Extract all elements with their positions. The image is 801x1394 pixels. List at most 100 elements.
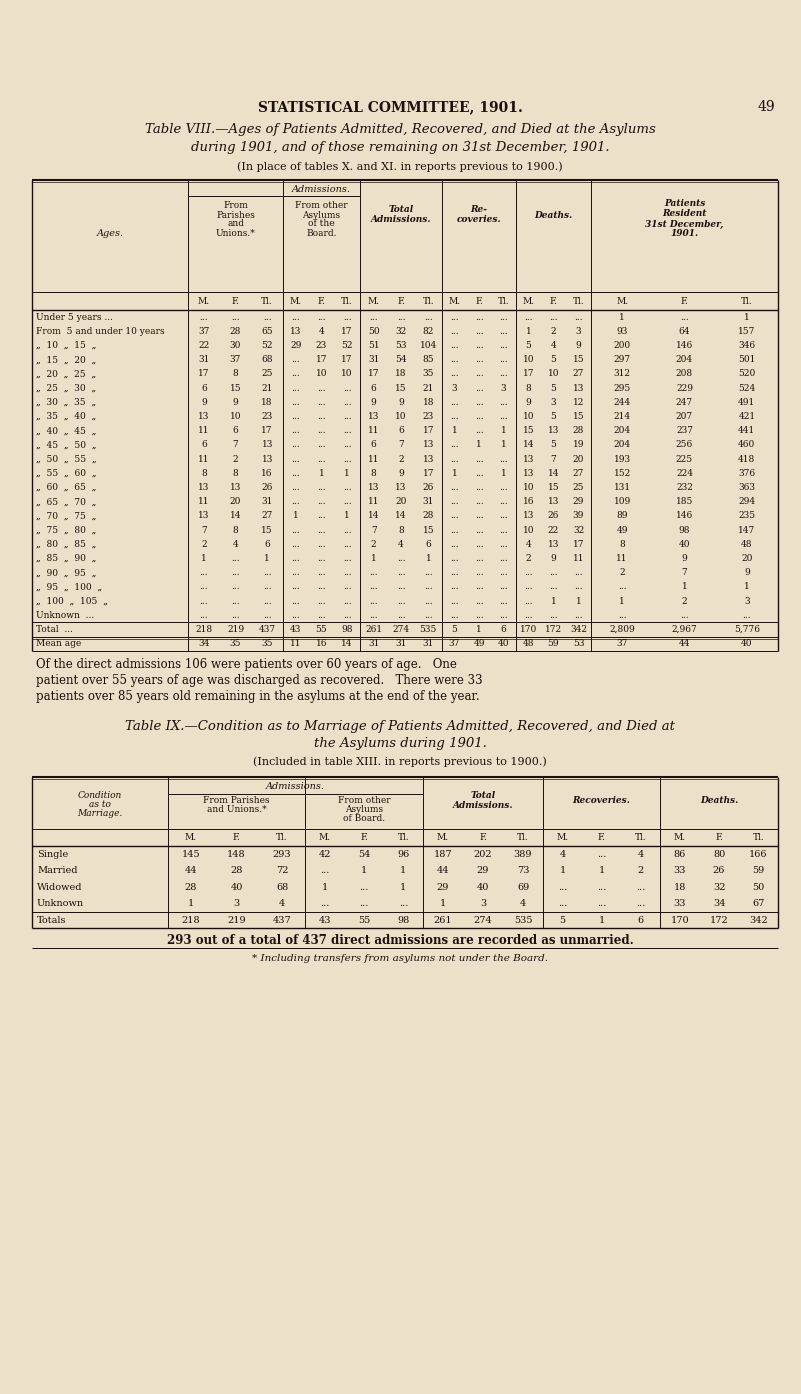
Text: 13: 13 xyxy=(523,512,534,520)
Text: ...: ... xyxy=(317,539,326,549)
Text: 1: 1 xyxy=(476,625,482,634)
Text: ...: ... xyxy=(292,468,300,478)
Text: 22: 22 xyxy=(198,342,209,350)
Text: 9: 9 xyxy=(744,569,750,577)
Text: 98: 98 xyxy=(678,526,690,535)
Text: „  10  „  15  „: „ 10 „ 15 „ xyxy=(36,342,96,350)
Text: 2,967: 2,967 xyxy=(671,625,698,634)
Text: ...: ... xyxy=(199,583,208,591)
Text: 3: 3 xyxy=(501,383,506,393)
Text: 32: 32 xyxy=(713,882,725,892)
Text: ...: ... xyxy=(475,383,483,393)
Text: during 1901, and of those remaining on 31st December, 1901.: during 1901, and of those remaining on 3… xyxy=(191,142,610,155)
Text: 1: 1 xyxy=(264,553,270,563)
Text: ...: ... xyxy=(524,583,533,591)
Text: 43: 43 xyxy=(290,625,301,634)
Text: ...: ... xyxy=(549,312,557,322)
Text: 7: 7 xyxy=(682,569,687,577)
Text: „  100  „  105  „: „ 100 „ 105 „ xyxy=(36,597,108,605)
Text: and: and xyxy=(227,219,244,229)
Text: M.: M. xyxy=(557,834,569,842)
Text: 13: 13 xyxy=(523,454,534,464)
Text: 69: 69 xyxy=(517,882,529,892)
Text: Tl.: Tl. xyxy=(422,297,434,305)
Text: 37: 37 xyxy=(198,326,210,336)
Text: 42: 42 xyxy=(319,849,331,859)
Text: 6: 6 xyxy=(371,441,376,449)
Text: 51: 51 xyxy=(368,342,380,350)
Text: ...: ... xyxy=(499,569,508,577)
Text: ...: ... xyxy=(475,498,483,506)
Text: ...: ... xyxy=(343,454,352,464)
Text: 232: 232 xyxy=(676,482,693,492)
Text: 13: 13 xyxy=(368,482,380,492)
Text: 68: 68 xyxy=(261,355,273,364)
Text: Of the direct admissions 106 were patients over 60 years of age.   One: Of the direct admissions 106 were patien… xyxy=(36,658,457,672)
Text: 28: 28 xyxy=(423,512,434,520)
Text: 25: 25 xyxy=(573,482,584,492)
Text: Tl.: Tl. xyxy=(498,297,509,305)
Text: ...: ... xyxy=(450,482,459,492)
Text: ...: ... xyxy=(399,899,408,907)
Text: ...: ... xyxy=(292,312,300,322)
Text: ...: ... xyxy=(343,526,352,535)
Text: 2: 2 xyxy=(201,539,207,549)
Text: 9: 9 xyxy=(550,553,557,563)
Text: 193: 193 xyxy=(614,454,630,464)
Text: 1: 1 xyxy=(321,882,328,892)
Text: 293: 293 xyxy=(273,849,292,859)
Text: ...: ... xyxy=(292,498,300,506)
Text: ...: ... xyxy=(557,882,567,892)
Text: 17: 17 xyxy=(423,468,434,478)
Text: Unions.*: Unions.* xyxy=(215,229,256,237)
Text: 2,809: 2,809 xyxy=(610,625,635,634)
Text: ...: ... xyxy=(499,597,508,605)
Text: 207: 207 xyxy=(676,413,693,421)
Text: ...: ... xyxy=(499,611,508,620)
Text: ...: ... xyxy=(450,454,459,464)
Text: 247: 247 xyxy=(676,397,693,407)
Text: 214: 214 xyxy=(614,413,630,421)
Text: 19: 19 xyxy=(573,441,584,449)
Text: 295: 295 xyxy=(614,383,631,393)
Text: 33: 33 xyxy=(674,899,686,907)
Text: 204: 204 xyxy=(614,441,630,449)
Text: ...: ... xyxy=(343,569,352,577)
Text: ...: ... xyxy=(475,569,483,577)
Text: 146: 146 xyxy=(676,342,693,350)
Text: M.: M. xyxy=(449,297,461,305)
Text: of Board.: of Board. xyxy=(343,814,385,824)
Text: 29: 29 xyxy=(437,882,449,892)
Text: 9: 9 xyxy=(682,553,687,563)
Text: 9: 9 xyxy=(398,397,404,407)
Text: 9: 9 xyxy=(371,397,376,407)
Text: 98: 98 xyxy=(341,625,353,634)
Text: 23: 23 xyxy=(423,413,434,421)
Text: ...: ... xyxy=(574,583,583,591)
Text: ...: ... xyxy=(317,569,326,577)
Text: „  40  „  45  „: „ 40 „ 45 „ xyxy=(36,427,96,435)
Text: 17: 17 xyxy=(423,427,434,435)
Text: ...: ... xyxy=(499,312,508,322)
Text: ...: ... xyxy=(475,326,483,336)
Text: ...: ... xyxy=(292,597,300,605)
Text: ...: ... xyxy=(317,553,326,563)
Text: ...: ... xyxy=(231,569,239,577)
Text: ...: ... xyxy=(499,355,508,364)
Text: F.: F. xyxy=(397,297,405,305)
Text: 32: 32 xyxy=(573,526,584,535)
Text: ...: ... xyxy=(317,526,326,535)
Text: „  65  „  70  „: „ 65 „ 70 „ xyxy=(36,498,96,506)
Text: 3: 3 xyxy=(480,899,486,907)
Text: Total: Total xyxy=(388,205,413,215)
Text: ...: ... xyxy=(450,441,459,449)
Text: ...: ... xyxy=(636,882,645,892)
Text: (Included in table XIII. in reports previous to 1900.): (Included in table XIII. in reports prev… xyxy=(253,757,547,767)
Text: 421: 421 xyxy=(739,413,755,421)
Text: 35: 35 xyxy=(230,640,241,648)
Text: 1: 1 xyxy=(425,553,431,563)
Text: patient over 55 years of age was discharged as recovered.   There were 33: patient over 55 years of age was dischar… xyxy=(36,675,483,687)
Text: ...: ... xyxy=(343,397,352,407)
Text: ...: ... xyxy=(499,413,508,421)
Text: ...: ... xyxy=(317,482,326,492)
